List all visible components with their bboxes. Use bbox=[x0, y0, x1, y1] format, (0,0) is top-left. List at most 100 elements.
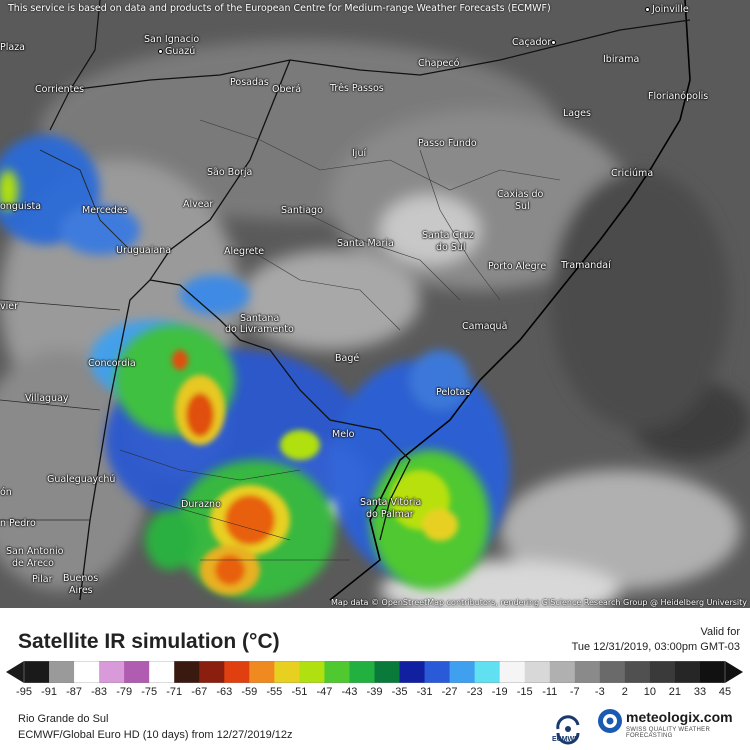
city-label-alegrete: Alegrete bbox=[224, 246, 265, 257]
scale-color-cell bbox=[224, 661, 250, 683]
scale-color-cell bbox=[249, 661, 275, 683]
city-label-bage: Bagé bbox=[335, 353, 360, 364]
city-label-chapeco: Chapecó bbox=[418, 58, 460, 69]
city-label-do-palmar: do Palmar bbox=[366, 509, 414, 520]
scale-color-cell bbox=[124, 661, 150, 683]
city-label-gualeguaychu: Gualeguaychú bbox=[47, 474, 116, 485]
city-label-do-sul: do Sul bbox=[436, 242, 466, 253]
scale-color-cell bbox=[449, 661, 476, 683]
scale-tick-label: -7 bbox=[569, 686, 580, 698]
scale-right-arrow-icon bbox=[725, 661, 743, 683]
scale-tick-label: -75 bbox=[141, 686, 158, 698]
scale-tick-label: -15 bbox=[516, 686, 533, 698]
scale-tick-label: -55 bbox=[266, 686, 283, 698]
scale-color-cell bbox=[474, 661, 501, 683]
scale-tick-labels: -95 -91 -87 -83 -79 -75 -71 -67 -63 -59 -55 -51 -47-… bbox=[0, 686, 750, 700]
city-label-santana: Santana bbox=[240, 313, 280, 324]
brand-name: meteologix.com bbox=[626, 709, 733, 725]
city-label-posadas: Posadas bbox=[230, 77, 269, 88]
city-label-porto-alegre: Porto Alegre bbox=[488, 261, 547, 272]
legend-footer: Satellite IR simulation (°C) Valid for T… bbox=[0, 608, 750, 750]
city-label-buenos: Buenos bbox=[63, 573, 99, 584]
scale-left-arrow-icon bbox=[6, 661, 24, 683]
scale-color-cell bbox=[324, 661, 350, 683]
city-label-santa-maria: Santa Maria bbox=[337, 238, 394, 249]
city-label-pelotas: Pelotas bbox=[436, 387, 471, 398]
city-label-on: ón bbox=[0, 487, 12, 498]
city-label-santa-vitoria: Santa Vitória bbox=[360, 497, 422, 508]
scale-color-cell bbox=[399, 661, 426, 683]
city-label-tramandai: Tramandaí bbox=[561, 260, 611, 271]
city-label-camaqua: Camaquã bbox=[462, 321, 508, 332]
scale-color-cell bbox=[74, 661, 100, 683]
scale-tick-label: -51 bbox=[291, 686, 308, 698]
city-label-santiago: Santiago bbox=[281, 205, 323, 216]
satellite-map: This service is based on data and produc… bbox=[0, 0, 750, 608]
city-label-uruguaiana: Uruguaiana bbox=[116, 245, 172, 256]
color-scale-bar bbox=[6, 661, 743, 683]
scale-color-cell bbox=[24, 661, 50, 683]
city-label-villaguay: Villaguay bbox=[25, 393, 69, 404]
scale-tick-label: -95 bbox=[16, 686, 32, 698]
city-label-melo: Melo bbox=[332, 429, 355, 440]
scale-tick-label: -23 bbox=[466, 686, 483, 698]
scale-color-cell bbox=[149, 661, 175, 683]
city-label-sao-borja: São Borja bbox=[207, 167, 253, 178]
scale-color-cell bbox=[424, 661, 451, 683]
city-label-caxias-do: Caxias do bbox=[497, 189, 544, 200]
city-label-ibirama: Ibirama bbox=[603, 54, 640, 65]
scale-color-cell bbox=[524, 661, 551, 683]
city-label-santa-cruz: Santa Cruz bbox=[422, 230, 474, 241]
scale-tick-label: -31 bbox=[416, 686, 433, 698]
city-label-alvear: Alvear bbox=[183, 199, 214, 210]
city-label-goya: onguista bbox=[0, 201, 42, 212]
city-label-durazno: Durazno bbox=[181, 499, 221, 510]
valid-label: Valid for bbox=[700, 626, 740, 638]
scale-color-cell bbox=[374, 661, 401, 683]
city-label-de-areco: de Areco bbox=[12, 558, 54, 569]
map-attribution: Map data © OpenStreetMap contributors, r… bbox=[331, 598, 747, 607]
scale-tick-label: 10 bbox=[643, 686, 657, 698]
scale-color-cell bbox=[274, 661, 300, 683]
scale-tick-label: 21 bbox=[668, 686, 682, 698]
scale-tick-label: -3 bbox=[594, 686, 605, 698]
city-label-joinville: Joinville bbox=[645, 4, 689, 15]
city-label-mercedes: Mercedes bbox=[82, 205, 128, 216]
scale-tick-label: -11 bbox=[542, 686, 558, 698]
scale-color-cell bbox=[599, 661, 626, 683]
city-label-guazu: Guazú bbox=[158, 46, 195, 57]
scale-color-cell bbox=[349, 661, 375, 683]
scale-tick-label: -87 bbox=[66, 686, 83, 698]
city-label-do-livramento: do Livramento bbox=[225, 324, 294, 335]
scale-tick-label: 33 bbox=[693, 686, 707, 698]
scale-tick-label: -91 bbox=[41, 686, 57, 698]
city-label-lages: Lages bbox=[563, 108, 591, 119]
city-label-n-pedro: n Pedro bbox=[0, 518, 36, 529]
city-label-obera: Oberá bbox=[272, 84, 302, 95]
scale-color-cell bbox=[299, 661, 325, 683]
city-dot-icon bbox=[551, 40, 557, 45]
scale-tick-label: 45 bbox=[718, 686, 732, 698]
city-label-ijui: Ijuí bbox=[352, 148, 367, 159]
scale-tick-label: -27 bbox=[441, 686, 458, 698]
scale-color-cell bbox=[499, 661, 526, 683]
scale-tick-label: -59 bbox=[241, 686, 258, 698]
model-info: ECMWF/Global Euro HD (10 days) from 12/2… bbox=[18, 729, 293, 741]
scale-tick-label: -67 bbox=[191, 686, 208, 698]
scale-tick-label: -71 bbox=[166, 686, 183, 698]
city-label-san-antonio: San Antonio bbox=[6, 546, 64, 557]
brand-tagline: SWISS QUALITY WEATHER FORECASTING bbox=[626, 727, 711, 739]
city-label-cacador: Caçador bbox=[512, 37, 558, 48]
city-dot-icon bbox=[158, 49, 163, 54]
scale-color-cell bbox=[49, 661, 75, 683]
scale-tick-label: -63 bbox=[216, 686, 233, 698]
city-label-vier: vier bbox=[0, 301, 19, 312]
satellite-imagery bbox=[0, 0, 750, 608]
scale-color-cell bbox=[99, 661, 125, 683]
scale-color-cell bbox=[674, 661, 701, 683]
valid-time: Tue 12/31/2019, 03:00pm GMT-03 bbox=[571, 641, 740, 653]
city-label-aires: Aires bbox=[69, 585, 93, 596]
scale-tick-label: -43 bbox=[341, 686, 358, 698]
city-label-pilar: Pilar bbox=[32, 574, 53, 585]
region-label: Rio Grande do Sul bbox=[18, 713, 109, 725]
